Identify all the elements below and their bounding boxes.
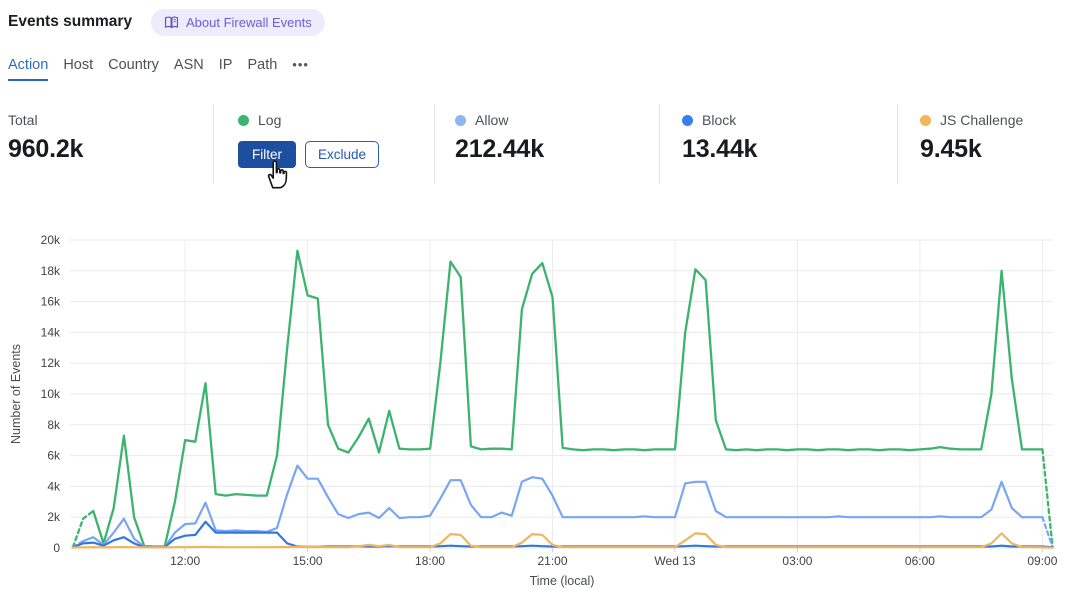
stats-row: Total 960.2k Log Filter Exclude Allow 21… [0, 102, 1068, 190]
tab-host[interactable]: Host [63, 57, 94, 73]
log-series-line [1041, 448, 1054, 549]
y-tick-label: 8k [47, 418, 61, 432]
x-tick-label: Wed 13 [654, 554, 695, 568]
allow-series-line [81, 464, 1044, 549]
y-tick-label: 20k [41, 233, 61, 247]
x-tick-label: 09:00 [1027, 554, 1057, 568]
tab-ip[interactable]: IP [218, 57, 233, 73]
open-book-icon [164, 16, 179, 29]
stat-label-log: Log [258, 112, 282, 128]
stat-divider [213, 104, 214, 184]
y-tick-label: 0 [53, 541, 60, 555]
y-tick-label: 18k [41, 264, 61, 278]
stat-label-js-challenge: JS Challenge [940, 112, 1024, 128]
tab-asn[interactable]: ASN [173, 57, 204, 73]
y-tick-label: 14k [41, 325, 61, 339]
about-firewall-events-badge[interactable]: About Firewall Events [151, 9, 325, 36]
block-series-dot [682, 114, 693, 126]
stat-divider [659, 104, 660, 184]
stat-value-allow: 212.44k [455, 135, 544, 163]
tab-action[interactable]: Action [8, 57, 49, 81]
stat-value-block: 13.44k [682, 135, 758, 163]
x-tick-label: 06:00 [905, 554, 935, 568]
y-tick-label: 2k [47, 510, 61, 524]
x-axis-title: Time (local) [530, 574, 595, 588]
stat-value-total: 960.2k [8, 135, 84, 163]
stat-label-total: Total [8, 112, 38, 128]
js-challenge-series-line [71, 532, 1054, 549]
x-tick-label: 03:00 [782, 554, 812, 568]
tabs-more-ellipsis-icon[interactable]: ••• [292, 57, 309, 72]
x-tick-label: 18:00 [415, 554, 445, 568]
page-title: Events summary [8, 13, 133, 30]
events-time-series-chart[interactable]: 0 2k 4k 6k 8k 10k 12k 14k 16k 18k 20k 12:00 15:00 18:… [0, 226, 1068, 598]
stat-value-js-challenge: 9.45k [920, 135, 982, 163]
y-tick-label: 10k [41, 387, 61, 401]
chart-svg[interactable]: 0 2k 4k 6k 8k 10k 12k 14k 16k 18k 20k 12:00 15:00 18:… [0, 226, 1068, 598]
y-axis-title: Number of Events [9, 344, 23, 444]
x-tick-label: 12:00 [170, 554, 200, 568]
y-tick-label: 6k [47, 449, 61, 463]
exclude-button[interactable]: Exclude [305, 141, 380, 168]
log-series-dot [238, 114, 249, 126]
js-challenge-series-dot [920, 114, 931, 126]
group-by-tabs: Action Host Country ASN IP Path ••• [8, 57, 309, 81]
stat-label-allow: Allow [475, 112, 509, 128]
allow-series-dot [455, 114, 466, 126]
stat-label-block: Block [702, 112, 737, 128]
stat-divider [434, 104, 435, 184]
about-badge-label: About Firewall Events [186, 15, 312, 30]
tab-path[interactable]: Path [247, 57, 278, 73]
log-series-line [71, 509, 95, 549]
filter-button[interactable]: Filter [238, 141, 296, 168]
y-tick-label: 4k [47, 479, 61, 493]
log-series-line [92, 249, 1044, 548]
block-series-line [71, 520, 1054, 549]
y-tick-label: 12k [41, 356, 61, 370]
stat-divider [897, 104, 898, 184]
y-tick-label: 16k [41, 295, 61, 309]
tab-country[interactable]: Country [108, 57, 159, 73]
x-tick-label: 21:00 [538, 554, 568, 568]
x-tick-label: 15:00 [293, 554, 323, 568]
allow-series-line [1041, 516, 1054, 549]
